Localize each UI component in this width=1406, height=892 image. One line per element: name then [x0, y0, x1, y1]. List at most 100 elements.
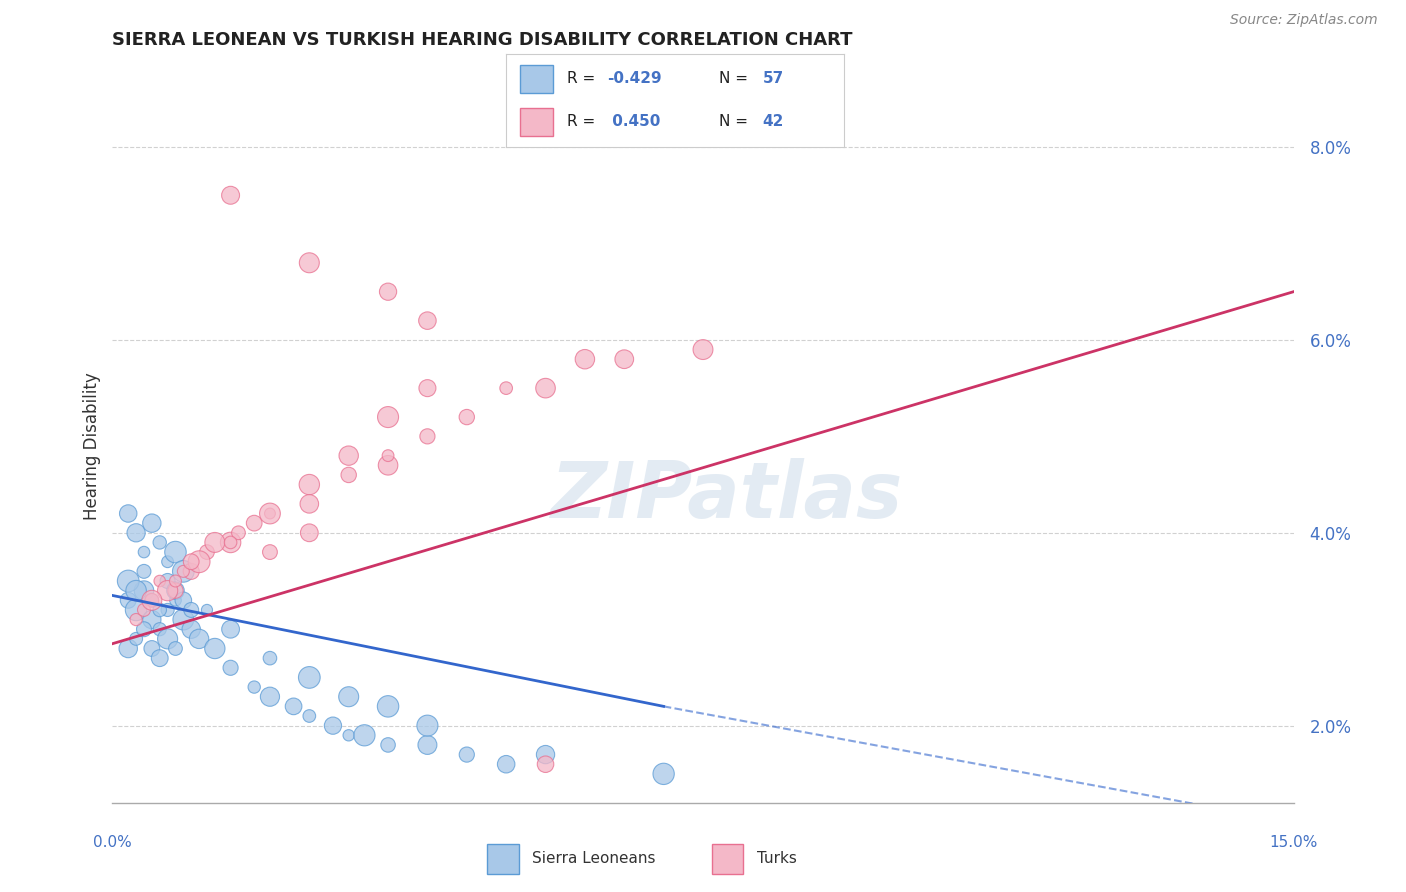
Point	[188, 632, 211, 646]
Point	[692, 343, 714, 357]
Point	[204, 641, 226, 656]
Point	[156, 555, 179, 569]
Point	[534, 381, 557, 395]
Point	[180, 555, 202, 569]
Point	[149, 574, 172, 588]
Point	[259, 690, 281, 704]
Point	[195, 603, 218, 617]
Point	[219, 661, 242, 675]
Point	[125, 525, 148, 540]
Point	[132, 603, 155, 617]
Point	[377, 458, 399, 473]
Point	[259, 507, 281, 521]
Point	[117, 574, 139, 588]
Text: SIERRA LEONEAN VS TURKISH HEARING DISABILITY CORRELATION CHART: SIERRA LEONEAN VS TURKISH HEARING DISABI…	[112, 31, 853, 49]
Text: Source: ZipAtlas.com: Source: ZipAtlas.com	[1230, 13, 1378, 28]
Text: Turks: Turks	[756, 852, 797, 866]
FancyBboxPatch shape	[486, 845, 519, 874]
Point	[156, 603, 179, 617]
Text: 42: 42	[762, 114, 785, 129]
Text: Sierra Leoneans: Sierra Leoneans	[531, 852, 655, 866]
Point	[172, 613, 194, 627]
Text: -0.429: -0.429	[607, 71, 662, 87]
Point	[456, 747, 478, 762]
Point	[416, 738, 439, 752]
Point	[228, 525, 250, 540]
Point	[125, 583, 148, 598]
Point	[259, 507, 281, 521]
Point	[416, 719, 439, 733]
Point	[172, 565, 194, 579]
Point	[574, 352, 596, 367]
Point	[613, 352, 636, 367]
Point	[141, 613, 163, 627]
Point	[165, 583, 187, 598]
Text: N =: N =	[718, 114, 752, 129]
Point	[534, 757, 557, 772]
Point	[156, 632, 179, 646]
Point	[141, 593, 163, 607]
Y-axis label: Hearing Disability: Hearing Disability	[83, 372, 101, 520]
Point	[416, 313, 439, 327]
Point	[298, 256, 321, 270]
Point	[219, 188, 242, 202]
Point	[377, 738, 399, 752]
Point	[377, 449, 399, 463]
Point	[117, 641, 139, 656]
Point	[165, 574, 187, 588]
Point	[337, 449, 360, 463]
Text: 0.0%: 0.0%	[93, 836, 132, 850]
Point	[141, 641, 163, 656]
Point	[337, 690, 360, 704]
Point	[243, 516, 266, 530]
Point	[337, 728, 360, 742]
Point	[165, 545, 187, 559]
FancyBboxPatch shape	[520, 65, 554, 93]
Point	[132, 583, 155, 598]
Point	[141, 593, 163, 607]
FancyBboxPatch shape	[520, 108, 554, 136]
Point	[416, 429, 439, 443]
Point	[117, 593, 139, 607]
Point	[416, 381, 439, 395]
Point	[353, 728, 375, 742]
Point	[377, 699, 399, 714]
Point	[132, 565, 155, 579]
Point	[180, 565, 202, 579]
Point	[495, 757, 517, 772]
Point	[156, 583, 179, 598]
Point	[534, 747, 557, 762]
Text: R =: R =	[567, 71, 600, 87]
Point	[259, 545, 281, 559]
Point	[132, 545, 155, 559]
Point	[322, 719, 344, 733]
Point	[125, 613, 148, 627]
Point	[298, 670, 321, 684]
Point	[377, 410, 399, 425]
Point	[156, 574, 179, 588]
Text: ZIPatlas: ZIPatlas	[551, 458, 903, 534]
Text: N =: N =	[718, 71, 752, 87]
Point	[141, 593, 163, 607]
Point	[219, 535, 242, 549]
Point	[125, 603, 148, 617]
Point	[456, 410, 478, 425]
Point	[172, 593, 194, 607]
Point	[652, 767, 675, 781]
FancyBboxPatch shape	[711, 845, 744, 874]
Point	[204, 535, 226, 549]
Text: R =: R =	[567, 114, 600, 129]
Point	[259, 651, 281, 665]
Point	[180, 603, 202, 617]
Point	[149, 603, 172, 617]
Point	[298, 709, 321, 723]
Point	[180, 622, 202, 636]
Point	[149, 651, 172, 665]
Point	[298, 477, 321, 491]
Point	[149, 535, 172, 549]
Point	[117, 507, 139, 521]
Point	[337, 467, 360, 482]
Point	[165, 583, 187, 598]
Point	[165, 593, 187, 607]
Point	[165, 641, 187, 656]
